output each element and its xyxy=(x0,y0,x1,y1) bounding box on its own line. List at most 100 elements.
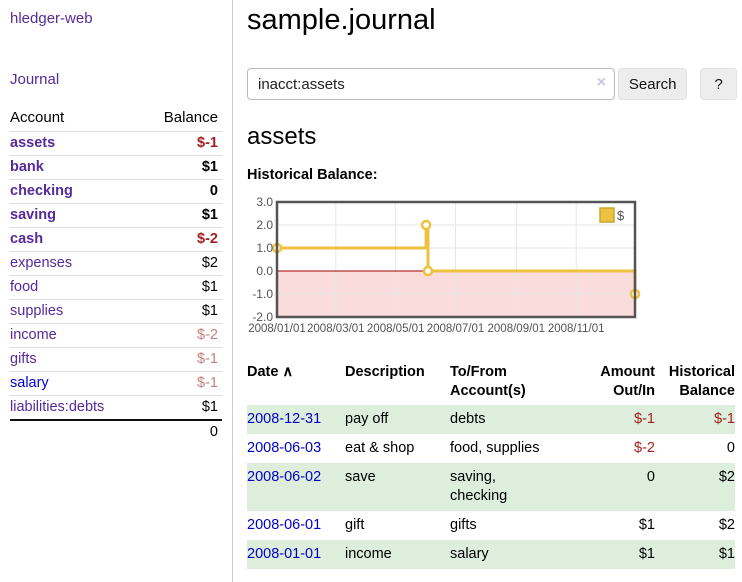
chart-data-point xyxy=(420,219,432,230)
register-description-cell: eat & shop xyxy=(345,439,415,456)
account-row: expenses $2 xyxy=(10,251,222,276)
register-date-cell: 2008-12-31 xyxy=(247,405,345,434)
search-bar: × Search ? xyxy=(247,68,737,101)
register-col-date[interactable]: Date ∧ xyxy=(247,363,294,380)
account-row: gifts $-1 xyxy=(10,347,222,372)
register-date-cell: 2008-06-03 xyxy=(247,434,345,463)
register-table: Date ∧ Description To/From Account(s) Am… xyxy=(247,361,735,569)
account-row: bank $1 xyxy=(10,155,222,180)
account-name-cell: checking xyxy=(10,179,142,204)
y-axis-tick-label: 1.0 xyxy=(256,241,273,255)
account-link-salary[interactable]: salary xyxy=(10,375,49,391)
chart-title: Historical Balance: xyxy=(247,166,378,183)
accounts-table: Account Balance assets $-1 bank $1 checking 0… xyxy=(10,106,222,444)
account-link-bank[interactable]: bank xyxy=(10,159,44,175)
account-link-liabilities-debts[interactable]: liabilities:debts xyxy=(10,399,105,415)
register-balance-cell: $-1 xyxy=(714,410,735,427)
x-axis-tick-label: 2008/09/01 xyxy=(488,323,546,335)
register-date-cell: 2008-06-02 xyxy=(247,463,345,511)
register-description-cell: pay off xyxy=(345,410,389,427)
account-name-cell: assets xyxy=(10,131,142,156)
search-button[interactable]: Search xyxy=(618,68,688,101)
clear-search-icon[interactable]: × xyxy=(596,74,606,92)
accounts-total-row: 0 xyxy=(10,419,222,444)
transaction-date-link[interactable]: 2008-01-01 xyxy=(247,545,322,562)
account-link-checking[interactable]: checking xyxy=(10,183,73,199)
account-row: salary $-1 xyxy=(10,371,222,396)
account-link-income[interactable]: income xyxy=(10,327,57,343)
register-accounts-cell: salary xyxy=(450,545,489,562)
account-link-food[interactable]: food xyxy=(10,279,39,295)
register-col-amount: Amount Out/In xyxy=(600,363,655,399)
legend-swatch xyxy=(599,206,615,223)
account-name-cell: cash xyxy=(10,227,142,252)
account-link-expenses[interactable]: expenses xyxy=(10,255,73,271)
sidebar: hledger-web Journal Account Balance asse… xyxy=(0,0,233,582)
accounts-col-account: Account xyxy=(10,106,142,132)
search-input[interactable] xyxy=(247,68,615,101)
register-amount-cell: 0 xyxy=(646,468,655,485)
account-balance: $1 xyxy=(141,275,222,300)
register-amount-cell: $1 xyxy=(638,545,655,562)
y-axis-tick-label: 3.0 xyxy=(256,195,273,209)
register-row: 2008-06-03 eat & shop food, supplies $-2 0 xyxy=(247,434,735,463)
y-axis-tick-label: 2.0 xyxy=(256,218,273,232)
transaction-date-link[interactable]: 2008-12-31 xyxy=(247,410,322,427)
account-heading: assets xyxy=(247,123,317,151)
account-row: saving $1 xyxy=(10,203,222,228)
account-link-cash[interactable]: cash xyxy=(10,231,44,247)
account-link-supplies[interactable]: supplies xyxy=(10,303,64,319)
account-link-saving[interactable]: saving xyxy=(10,207,56,223)
register-col-balance: Historical Balance xyxy=(668,363,735,399)
account-balance: $2 xyxy=(141,251,222,276)
register-row: 2008-01-01 income salary $1 $1 xyxy=(247,539,735,569)
register-amount-cell: $-2 xyxy=(634,439,655,456)
register-accounts-cell: debts xyxy=(450,410,486,427)
account-balance: 0 xyxy=(141,179,222,204)
accounts-total-value: 0 xyxy=(141,419,222,444)
transaction-date-link[interactable]: 2008-06-01 xyxy=(247,516,322,533)
account-balance: $-2 xyxy=(141,323,222,348)
register-amount-cell: $1 xyxy=(638,516,655,533)
account-name-cell: bank xyxy=(10,155,142,180)
account-row: income $-2 xyxy=(10,323,222,348)
account-row: cash $-2 xyxy=(10,227,222,252)
account-balance: $1 xyxy=(141,155,222,180)
register-date-cell: 2008-01-01 xyxy=(247,540,345,569)
account-row: assets $-1 xyxy=(10,131,222,156)
chart-data-point xyxy=(422,265,434,276)
register-accounts-cell: gifts xyxy=(450,516,477,533)
x-axis-tick-label: 2008/11/01 xyxy=(548,323,605,335)
register-date-cell: 2008-06-01 xyxy=(247,511,345,540)
account-name-cell: gifts xyxy=(10,347,142,372)
account-name-cell: income xyxy=(10,323,142,348)
journal-link[interactable]: Journal xyxy=(10,71,60,88)
app-title-link[interactable]: hledger-web xyxy=(10,10,93,27)
account-name-cell: liabilities:debts xyxy=(10,395,142,421)
transaction-date-link[interactable]: 2008-06-03 xyxy=(247,439,322,456)
account-balance: $1 xyxy=(141,395,222,421)
account-balance: $-1 xyxy=(141,347,222,372)
x-axis-tick-label: 2008/01/01 xyxy=(248,323,306,335)
account-name-cell: saving xyxy=(10,203,142,228)
x-axis-tick-label: 2008/07/01 xyxy=(427,323,485,335)
register-description-cell: gift xyxy=(345,516,365,533)
register-balance-cell: $1 xyxy=(718,545,735,562)
account-row: checking 0 xyxy=(10,179,222,204)
account-link-assets[interactable]: assets xyxy=(10,135,56,151)
chart-border xyxy=(275,200,637,318)
account-row: supplies $1 xyxy=(10,299,222,324)
register-description-cell: income xyxy=(345,545,392,562)
y-axis-tick-label: 0.0 xyxy=(256,264,273,278)
account-link-gifts[interactable]: gifts xyxy=(10,351,37,367)
accounts-total-spacer xyxy=(10,419,142,444)
account-balance: $-1 xyxy=(141,131,222,156)
account-balance: $1 xyxy=(141,299,222,324)
help-button[interactable]: ? xyxy=(700,68,737,101)
account-name-cell: supplies xyxy=(10,299,142,324)
account-balance: $-2 xyxy=(141,227,222,252)
transaction-date-link[interactable]: 2008-06-02 xyxy=(247,468,322,485)
register-col-description: Description xyxy=(345,363,425,380)
account-name-cell: expenses xyxy=(10,251,142,276)
search-box: × xyxy=(247,68,615,101)
